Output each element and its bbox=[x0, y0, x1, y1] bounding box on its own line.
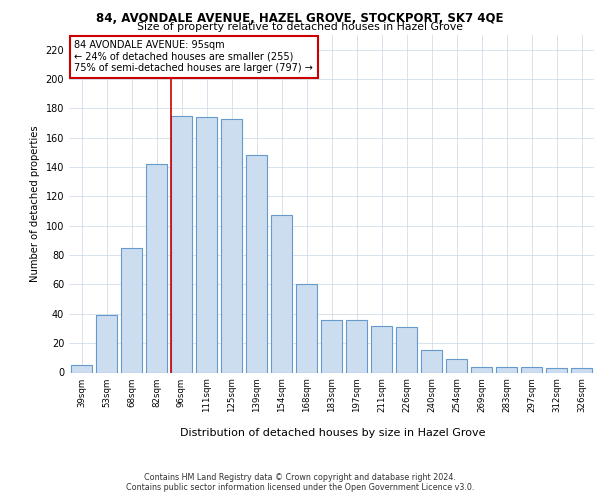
Bar bbox=[96, 316, 117, 372]
Bar bbox=[571, 368, 592, 372]
Text: 84 AVONDALE AVENUE: 95sqm
← 24% of detached houses are smaller (255)
75% of semi: 84 AVONDALE AVENUE: 95sqm ← 24% of detac… bbox=[74, 40, 313, 74]
Bar bbox=[221, 118, 242, 372]
Text: Distribution of detached houses by size in Hazel Grove: Distribution of detached houses by size … bbox=[180, 428, 486, 438]
Y-axis label: Number of detached properties: Number of detached properties bbox=[30, 126, 40, 282]
Bar bbox=[521, 366, 542, 372]
Bar bbox=[471, 366, 492, 372]
Bar bbox=[346, 320, 367, 372]
Bar bbox=[196, 117, 217, 372]
Bar bbox=[321, 320, 342, 372]
Bar bbox=[396, 327, 417, 372]
Text: Contains public sector information licensed under the Open Government Licence v3: Contains public sector information licen… bbox=[126, 484, 474, 492]
Bar bbox=[296, 284, 317, 372]
Bar bbox=[71, 365, 92, 372]
Bar bbox=[121, 248, 142, 372]
Bar bbox=[371, 326, 392, 372]
Bar bbox=[421, 350, 442, 372]
Text: 84, AVONDALE AVENUE, HAZEL GROVE, STOCKPORT, SK7 4QE: 84, AVONDALE AVENUE, HAZEL GROVE, STOCKP… bbox=[96, 12, 504, 26]
Text: Size of property relative to detached houses in Hazel Grove: Size of property relative to detached ho… bbox=[137, 22, 463, 32]
Bar bbox=[171, 116, 192, 372]
Bar bbox=[146, 164, 167, 372]
Bar bbox=[271, 216, 292, 372]
Bar bbox=[246, 156, 267, 372]
Bar bbox=[446, 360, 467, 372]
Text: Contains HM Land Registry data © Crown copyright and database right 2024.: Contains HM Land Registry data © Crown c… bbox=[144, 472, 456, 482]
Bar bbox=[496, 366, 517, 372]
Bar bbox=[546, 368, 567, 372]
